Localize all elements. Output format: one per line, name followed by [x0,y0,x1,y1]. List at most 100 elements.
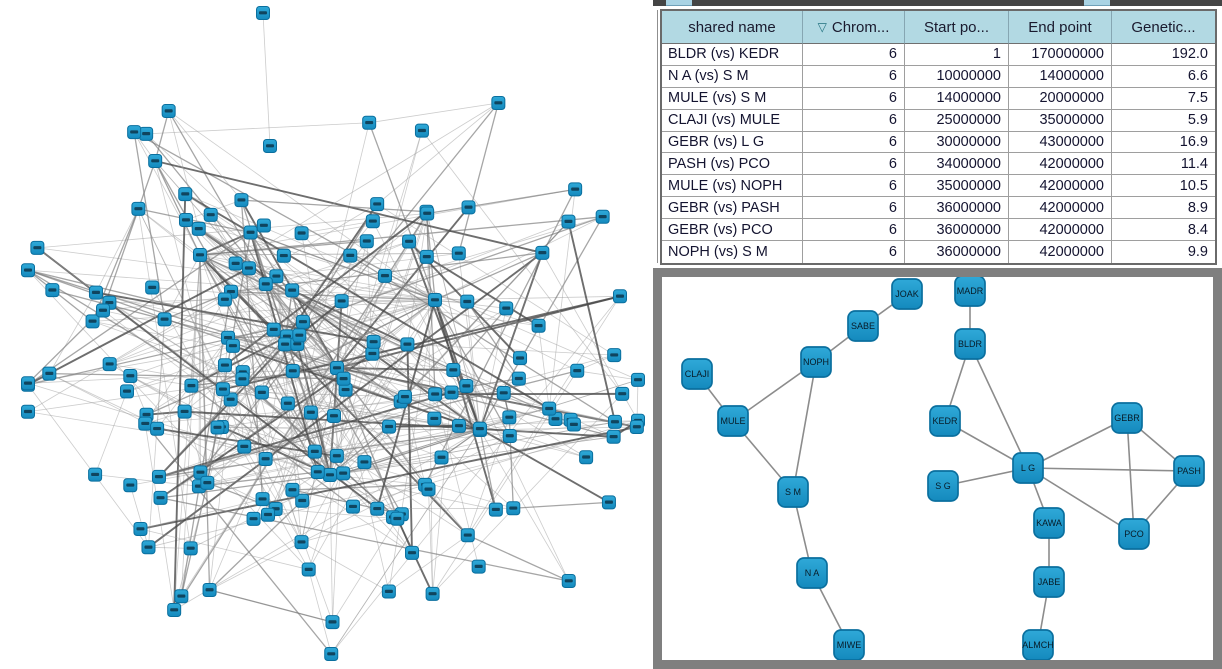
network-node[interactable] [178,187,193,202]
table-row[interactable]: BLDR (vs) KEDR 6 1 170000000 192.0 [662,44,1215,66]
cell-shared-name[interactable]: MULE (vs) NOPH [662,175,803,198]
network-node[interactable] [217,292,232,307]
network-node[interactable] [285,283,300,298]
network-node[interactable] [377,268,392,283]
network-node[interactable] [243,225,258,240]
network-node[interactable] [276,248,291,263]
network-node[interactable] [263,139,277,153]
network-node[interactable] [601,495,616,510]
network-node[interactable] [292,328,307,343]
network-node[interactable] [139,126,154,141]
cell-chromosome[interactable]: 6 [803,87,905,110]
network-node[interactable] [420,206,435,221]
network-node[interactable] [294,535,309,550]
network-node[interactable] [295,493,310,508]
network-node-gebr[interactable]: GEBR [1111,402,1143,434]
network-node[interactable] [210,420,225,435]
network-node[interactable] [336,371,351,386]
network-node[interactable] [535,245,550,260]
network-node[interactable] [307,444,322,459]
network-node[interactable] [151,469,166,484]
cell-start-position[interactable]: 36000000 [905,241,1009,263]
network-node[interactable] [217,358,232,373]
network-node[interactable] [397,389,412,404]
network-node[interactable] [294,226,309,241]
cell-end-point[interactable]: 14000000 [1009,65,1112,88]
network-node-kedr[interactable]: KEDR [929,405,961,437]
network-node[interactable] [228,256,243,271]
network-node[interactable] [174,589,189,604]
network-node[interactable] [177,404,192,419]
network-node-bldr[interactable]: BLDR [954,328,986,360]
network-node[interactable] [381,584,396,599]
network-node[interactable] [310,465,325,480]
network-node[interactable] [323,468,337,482]
network-node[interactable] [225,338,240,353]
network-node[interactable] [461,200,476,215]
cell-chromosome[interactable]: 6 [803,197,905,220]
cell-start-position[interactable]: 35000000 [905,175,1009,198]
network-node[interactable] [419,249,434,264]
network-node[interactable] [285,363,300,378]
network-node[interactable] [141,540,156,555]
network-node[interactable] [150,421,165,436]
column-header-shared-name[interactable]: shared name [662,11,803,44]
network-node[interactable] [365,346,380,361]
network-node[interactable] [161,104,176,119]
cell-genetic-distance[interactable]: 192.0 [1112,44,1215,66]
network-node[interactable] [260,507,275,522]
network-node[interactable] [502,410,517,425]
network-node[interactable] [133,522,148,537]
network-node[interactable] [45,283,60,298]
network-node[interactable] [191,221,206,236]
network-node[interactable] [258,451,273,466]
cell-end-point[interactable]: 170000000 [1009,44,1112,66]
cell-genetic-distance[interactable]: 8.4 [1112,219,1215,242]
network-node[interactable] [303,405,318,420]
cell-start-position[interactable]: 34000000 [905,153,1009,176]
network-node[interactable] [21,263,35,278]
cell-end-point[interactable]: 42000000 [1009,153,1112,176]
network-node-pco[interactable]: PCO [1118,518,1150,550]
network-node[interactable] [606,429,621,444]
network-node[interactable] [612,289,627,304]
network-node[interactable] [145,280,160,295]
network-node[interactable] [531,318,546,333]
network-node[interactable] [357,455,372,470]
filter-funnel-icon[interactable]: ▽ [817,20,827,34]
network-node[interactable] [138,416,153,431]
network-edge[interactable] [1027,467,1190,472]
network-node-miwe[interactable]: MIWE [833,629,865,660]
table-row[interactable]: GEBR (vs) L G 6 30000000 43000000 16.9 [662,131,1215,154]
network-node[interactable] [382,419,397,434]
network-node[interactable] [414,123,429,138]
cell-chromosome[interactable]: 6 [803,65,905,88]
network-node-sabe[interactable]: SABE [847,310,879,342]
table-row[interactable]: PASH (vs) PCO 6 34000000 42000000 11.4 [662,153,1215,176]
network-node[interactable] [325,615,340,630]
network-node[interactable] [295,314,310,329]
cell-genetic-distance[interactable]: 11.4 [1112,153,1215,176]
network-node[interactable] [343,248,358,263]
network-node[interactable] [428,387,443,402]
column-header-end-point[interactable]: End point [1009,11,1112,44]
network-node[interactable] [119,384,134,399]
network-node[interactable] [336,466,351,481]
network-node[interactable] [513,351,528,366]
network-node[interactable] [607,414,622,429]
network-node[interactable] [255,492,270,507]
network-node[interactable] [499,301,514,316]
network-node[interactable] [502,428,517,443]
network-node-s-m[interactable]: S M [777,476,809,508]
cell-genetic-distance[interactable]: 9.9 [1112,241,1215,263]
cell-shared-name[interactable]: GEBR (vs) PASH [662,197,803,220]
network-node[interactable] [427,411,442,426]
column-header-genetic-distance[interactable]: Genetic... [1112,11,1215,44]
network-node[interactable] [496,386,511,401]
network-node[interactable] [148,153,163,168]
cell-chromosome[interactable]: 6 [803,44,905,66]
network-node[interactable] [570,363,585,378]
network-node[interactable] [334,294,349,309]
network-node[interactable] [183,541,198,556]
network-node[interactable] [402,234,417,249]
